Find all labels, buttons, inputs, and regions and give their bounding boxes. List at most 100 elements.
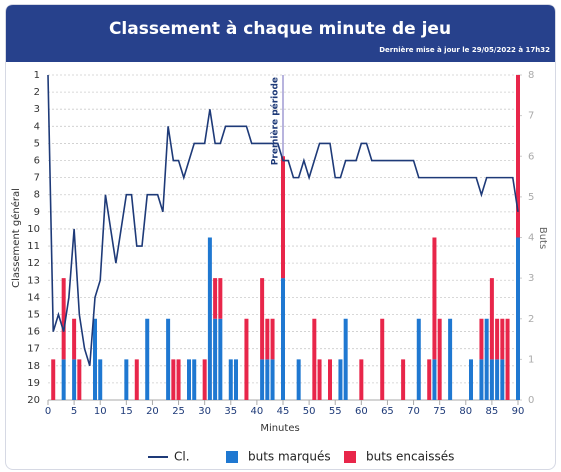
- bar: [192, 359, 197, 400]
- bar: [516, 75, 520, 238]
- y2-tick-label: 0: [528, 395, 534, 406]
- rank-line: [47, 74, 519, 367]
- bar: [469, 359, 473, 400]
- bar: [505, 318, 510, 400]
- bar: [432, 237, 437, 360]
- y-tick-label: 14: [27, 292, 40, 303]
- y-tick-label: 6: [34, 156, 40, 167]
- x-tick-label: 30: [198, 406, 211, 417]
- bar: [134, 359, 139, 400]
- bar: [213, 318, 218, 400]
- bar: [489, 278, 494, 360]
- bar: [495, 318, 500, 360]
- bar: [432, 359, 437, 400]
- y-tick-label: 8: [34, 190, 40, 201]
- legend-label: buts encaissés: [366, 450, 454, 464]
- x-tick-label: 5: [71, 406, 77, 417]
- y-tick-label: 16: [27, 327, 40, 338]
- bar: [72, 318, 77, 360]
- y2-tick-label: 7: [528, 111, 534, 122]
- y-tick-label: 5: [34, 138, 40, 149]
- bar: [72, 359, 77, 400]
- bar: [207, 237, 212, 400]
- card: [5, 4, 556, 470]
- x-tick-label: 50: [303, 406, 316, 417]
- bar: [416, 318, 421, 400]
- bar: [479, 318, 484, 360]
- y-tick-label: 3: [34, 104, 40, 115]
- bar: [484, 318, 489, 400]
- bar: [338, 359, 343, 400]
- y-tick-label: 7: [34, 173, 40, 184]
- bar: [171, 359, 176, 400]
- bar: [265, 318, 270, 360]
- bar: [489, 359, 494, 400]
- bar: [479, 359, 484, 400]
- bar: [296, 359, 301, 400]
- bar: [500, 359, 505, 400]
- y2-tick-label: 1: [528, 354, 534, 365]
- y2-tick-label: 4: [528, 233, 534, 244]
- y-axis-label: Classement général: [10, 188, 22, 288]
- x-tick-label: 80: [459, 406, 472, 417]
- chart-title: Classement à chaque minute de jeu: [109, 19, 451, 39]
- y-tick-label: 17: [27, 344, 40, 355]
- bar: [281, 156, 285, 279]
- y2-tick-label: 8: [528, 70, 534, 81]
- bar: [77, 359, 82, 400]
- bar: [228, 359, 233, 400]
- bar: [380, 318, 385, 400]
- chart-subtitle: Dernière mise à jour le 29/05/2022 à 17h…: [379, 46, 550, 54]
- legend-label: Cl.: [174, 450, 190, 464]
- bar: [218, 278, 223, 319]
- y-tick-label: 13: [27, 275, 40, 286]
- bar: [343, 318, 348, 400]
- bar: [93, 318, 97, 400]
- bar: [145, 318, 150, 400]
- bar: [202, 359, 207, 400]
- y-tick-label: 11: [27, 241, 40, 252]
- x-tick-label: 45: [277, 406, 290, 417]
- x-tick-label: 25: [172, 406, 185, 417]
- bar: [218, 318, 223, 400]
- bar: [516, 237, 520, 400]
- bar: [61, 359, 66, 400]
- y-tick-label: 1: [34, 70, 40, 81]
- bar: [281, 278, 285, 400]
- y-tick-label: 18: [27, 361, 40, 372]
- bar: [244, 318, 249, 400]
- x-tick-label: 90: [512, 406, 525, 417]
- y-tick-label: 2: [34, 87, 40, 98]
- y2-tick-label: 5: [528, 192, 534, 203]
- y2-tick-label: 6: [528, 151, 534, 162]
- bar: [317, 359, 322, 400]
- legend-swatch: [226, 451, 238, 463]
- bar: [234, 359, 238, 400]
- bar: [61, 278, 66, 360]
- y2-tick-label: 2: [528, 314, 534, 325]
- x-tick-label: 10: [94, 406, 107, 417]
- bar: [213, 278, 218, 319]
- x-tick-label: 85: [486, 406, 499, 417]
- legend-label: buts marqués: [248, 450, 331, 464]
- bar: [427, 359, 432, 400]
- bar: [176, 359, 181, 400]
- x-tick-label: 65: [381, 406, 394, 417]
- bar: [270, 359, 275, 400]
- bar: [260, 278, 265, 360]
- bar: [500, 318, 505, 360]
- legend-swatch: [344, 451, 356, 463]
- x-tick-label: 75: [433, 406, 446, 417]
- x-tick-label: 15: [120, 406, 133, 417]
- header: [6, 5, 555, 62]
- bar: [495, 359, 500, 400]
- x-tick-label: 60: [355, 406, 368, 417]
- annotation-label: Première période: [270, 77, 281, 165]
- x-tick-label: 35: [224, 406, 237, 417]
- y-tick-label: 12: [27, 258, 40, 269]
- y-tick-label: 19: [27, 378, 40, 389]
- x-tick-label: 40: [251, 406, 264, 417]
- bar: [401, 359, 406, 400]
- y2-tick-label: 3: [528, 273, 534, 284]
